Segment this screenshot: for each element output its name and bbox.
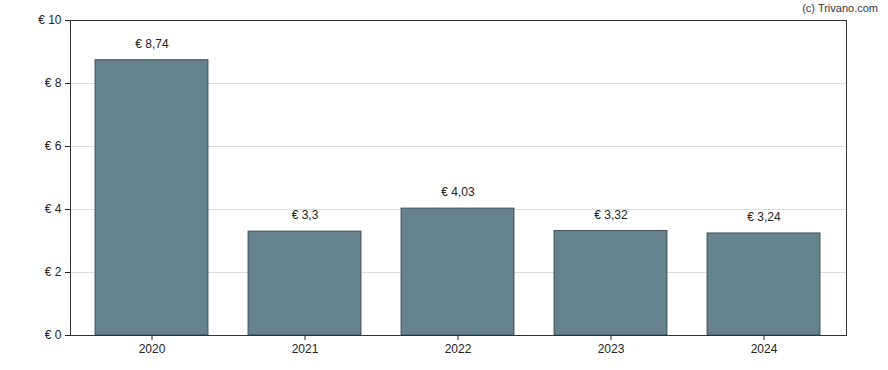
svg-text:€ 3,32: € 3,32 (594, 208, 628, 222)
svg-text:2020: 2020 (139, 342, 166, 356)
svg-text:2024: 2024 (751, 342, 778, 356)
svg-text:€ 3,24: € 3,24 (747, 210, 781, 224)
svg-text:€ 10: € 10 (38, 13, 62, 27)
svg-text:€ 0: € 0 (45, 328, 62, 342)
svg-text:2022: 2022 (445, 342, 472, 356)
svg-text:2021: 2021 (292, 342, 319, 356)
svg-text:€ 8: € 8 (45, 76, 62, 90)
svg-text:€ 8,74: € 8,74 (135, 37, 169, 51)
svg-text:€ 3,3: € 3,3 (292, 208, 319, 222)
html-text:(c) Trivano.com: (c) Trivano.com (802, 2, 878, 14)
svg-text:€ 4,03: € 4,03 (441, 185, 475, 199)
svg-text:€ 2: € 2 (45, 265, 62, 279)
svg-text:€ 4: € 4 (45, 202, 62, 216)
svg-text:€ 6: € 6 (45, 139, 62, 153)
svg-text:2023: 2023 (598, 342, 625, 356)
